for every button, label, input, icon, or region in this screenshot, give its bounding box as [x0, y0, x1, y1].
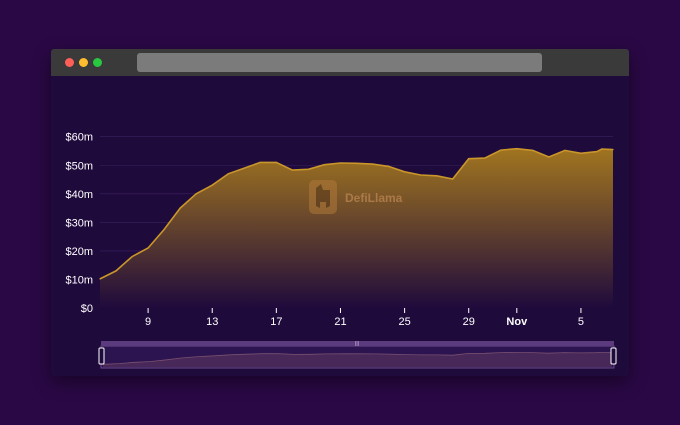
y-tick-label: $50m [65, 160, 93, 172]
tvl-data-point [115, 270, 117, 272]
tvl-data-point [131, 256, 133, 258]
brush-grip-icon[interactable]: ||| [355, 341, 359, 347]
x-tick-label: 25 [398, 316, 410, 328]
brush-right-handle[interactable] [610, 347, 617, 365]
tvl-data-point [420, 174, 422, 176]
brush-selection-bar[interactable] [101, 341, 614, 346]
y-tick-label: $20m [65, 246, 93, 258]
tvl-data-point [468, 158, 470, 160]
tvl-data-point [307, 168, 309, 170]
tvl-data-point [404, 171, 406, 173]
tvl-data-point [291, 169, 293, 171]
y-axis: $0 $10m $20m $30m $40m $50m $60m [65, 132, 93, 315]
minimize-window-button[interactable] [79, 58, 88, 67]
tvl-data-point [388, 165, 390, 167]
tvl-data-point [211, 184, 213, 186]
y-tick-label: $60m [65, 132, 93, 144]
tvl-area-chart: DefiLlama $0 $10m $20m $30m $40m $50m $60m 9 13… [65, 132, 617, 369]
range-brush[interactable]: ||| [98, 341, 617, 369]
title-bar [51, 49, 629, 76]
address-bar[interactable] [137, 53, 542, 72]
tvl-data-point [612, 149, 614, 151]
tvl-data-point [580, 152, 582, 154]
x-tick-label: 29 [463, 316, 475, 328]
browser-window: DefiLlama $0 $10m $20m $30m $40m $50m $60m 9 13… [51, 49, 629, 376]
tvl-area-fill [100, 148, 613, 308]
tvl-data-point [323, 164, 325, 166]
tvl-data-point [484, 157, 486, 159]
tvl-data-point [436, 175, 438, 177]
brush-mini-line [102, 352, 612, 365]
x-tick-label: 13 [206, 316, 218, 328]
y-tick-label: $30m [65, 217, 93, 229]
close-window-button[interactable] [65, 58, 74, 67]
tvl-data-point [564, 149, 566, 151]
tvl-data-point [227, 173, 229, 175]
tvl-data-point [371, 163, 374, 165]
y-tick-label: $10m [65, 274, 93, 286]
tvl-data-point [339, 162, 342, 164]
area-series-tvl [99, 147, 614, 308]
defillama-watermark: DefiLlama [309, 180, 403, 214]
x-axis: 9 13 17 21 25 29 Nov 5 [145, 308, 584, 328]
brush-mini-fill [103, 352, 612, 367]
tvl-data-point [452, 178, 454, 180]
watermark-text: DefiLlama [345, 191, 403, 205]
tvl-data-point [601, 148, 603, 150]
tvl-data-point [500, 149, 502, 151]
y-tick-label: $40m [65, 189, 93, 201]
tvl-data-point [179, 207, 181, 209]
tvl-line [99, 147, 614, 280]
x-tick-label: 17 [270, 316, 282, 328]
llama-logo-icon [309, 180, 337, 214]
tvl-data-point [532, 149, 534, 151]
tvl-data-point [147, 247, 149, 249]
tvl-data-point [275, 161, 277, 163]
brush-mini-area [102, 352, 612, 367]
x-tick-label: 9 [145, 316, 151, 328]
brush-left-handle[interactable] [98, 347, 105, 365]
tvl-data-point [548, 156, 550, 158]
tvl-data-point [259, 161, 261, 163]
y-tick-label: $0 [81, 303, 93, 315]
x-tick-label: 5 [578, 316, 584, 328]
tvl-chart-container: DefiLlama $0 $10m $20m $30m $40m $50m $60m 9 13… [51, 76, 629, 376]
tvl-data-point [243, 167, 245, 169]
tvl-data-point [163, 228, 165, 231]
tvl-data-point [355, 162, 358, 164]
tvl-data-point [596, 151, 598, 153]
x-tick-label: Nov [506, 316, 528, 328]
x-tick-label: 21 [334, 316, 346, 328]
tvl-data-point [195, 193, 197, 195]
tvl-data-point [99, 278, 101, 280]
tvl-data-point [516, 148, 518, 150]
maximize-window-button[interactable] [93, 58, 102, 67]
